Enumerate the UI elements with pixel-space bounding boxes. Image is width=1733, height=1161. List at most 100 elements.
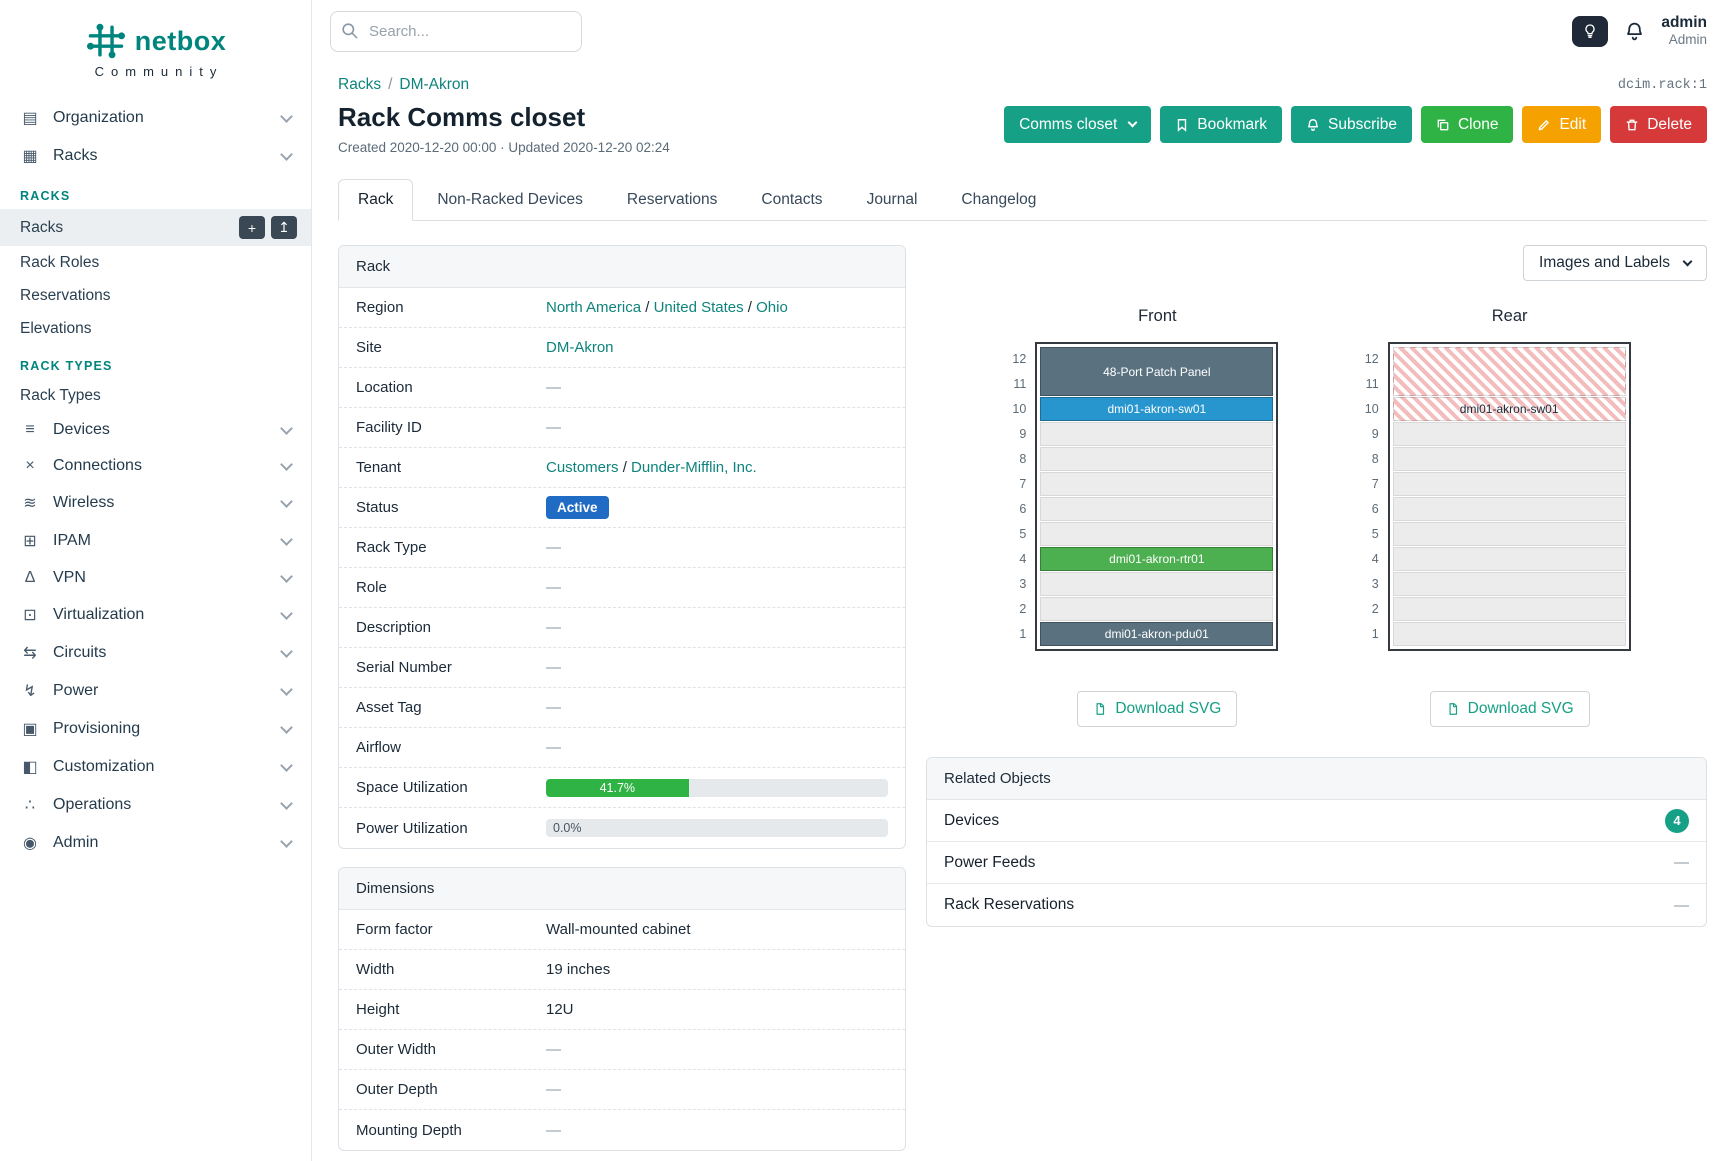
sidebar-item-reservations[interactable]: Reservations xyxy=(0,279,311,312)
sidebar-subitem-label: Racks xyxy=(20,218,64,236)
sidebar-item-connections[interactable]: × Connections xyxy=(0,448,311,484)
dark-mode-toggle[interactable] xyxy=(1572,15,1609,47)
rack-device[interactable]: dmi01-akron-sw01 xyxy=(1392,397,1626,421)
sidebar-item-rack-types[interactable]: Rack Types xyxy=(0,379,311,412)
sidebar-item-virtualization[interactable]: ⊡ Virtualization xyxy=(0,596,311,634)
sidebar-item-elevations[interactable]: Elevations xyxy=(0,312,311,345)
context-dropdown-button[interactable]: Comms closet xyxy=(1004,106,1152,143)
wireless-icon: ≋ xyxy=(23,495,37,512)
unit-number: 2 xyxy=(1019,602,1027,616)
field-label: Space Utilization xyxy=(356,779,468,796)
bookmark-button[interactable]: Bookmark xyxy=(1160,106,1283,143)
admin-icon: ◉ xyxy=(23,835,37,852)
sidebar-item-organization[interactable]: ▤ Organization xyxy=(0,99,311,137)
tab-contacts[interactable]: Contacts xyxy=(761,191,823,208)
breadcrumb-dm-akron[interactable]: DM-Akron xyxy=(399,76,470,93)
field-value: 12U xyxy=(546,1001,574,1018)
file-icon xyxy=(1096,703,1105,715)
tab-changelog[interactable]: Changelog xyxy=(961,191,1037,208)
related-object-row[interactable]: Devices 4 xyxy=(927,800,1706,842)
topbar-right: admin Admin xyxy=(1572,13,1707,49)
download-svg-button[interactable]: Download SVG xyxy=(1429,691,1590,727)
related-object-row[interactable]: Power Feeds — xyxy=(927,842,1706,884)
delete-button[interactable]: Delete xyxy=(1610,106,1707,143)
link-ohio[interactable]: Ohio xyxy=(756,299,788,316)
field-label: Site xyxy=(356,339,382,356)
organization-icon: ▤ xyxy=(22,110,38,127)
table-row: Serial Number — xyxy=(339,648,905,688)
breadcrumb-separator: / xyxy=(388,76,393,93)
rack-device[interactable]: dmi01-akron-pdu01 xyxy=(1040,622,1274,646)
sidebar-item-vpn[interactable]: ∆ VPN xyxy=(0,560,311,596)
sidebar-item-devices[interactable]: ≡ Devices xyxy=(0,412,311,448)
sidebar-item-circuits[interactable]: ⇆ Circuits xyxy=(0,634,311,672)
rack-device[interactable]: dmi01-akron-rtr01 xyxy=(1040,547,1274,571)
chevron-down-icon xyxy=(280,569,293,583)
download-svg-button[interactable]: Download SVG xyxy=(1077,691,1238,727)
clone-button[interactable]: Clone xyxy=(1420,106,1514,143)
search-input[interactable] xyxy=(330,10,582,52)
link-north-america[interactable]: North America xyxy=(546,299,642,316)
field-value: — xyxy=(546,659,561,676)
sidebar-item-operations[interactable]: ∴ Operations xyxy=(0,786,311,824)
sidebar-item-power[interactable]: ↯ Power xyxy=(0,672,311,710)
field-label: Form factor xyxy=(356,921,433,938)
rack-device[interactable]: 48-Port Patch Panel xyxy=(1040,347,1274,396)
table-row: Description — xyxy=(339,608,905,648)
customization-icon: ◧ xyxy=(22,759,38,776)
edit-button[interactable]: Edit xyxy=(1522,106,1602,143)
context-dropdown-label: Comms closet xyxy=(1019,115,1118,133)
netbox-logo[interactable]: netbox xyxy=(0,8,311,62)
sidebar-item-racks[interactable]: ▦ Racks xyxy=(0,137,311,175)
link-dm-akron[interactable]: DM-Akron xyxy=(546,339,614,356)
tab-journal[interactable]: Journal xyxy=(866,191,918,208)
chevron-down-icon xyxy=(280,532,293,546)
breadcrumb-racks[interactable]: Racks xyxy=(338,76,382,93)
breadcrumb-row: Racks / DM-Akron dcim.rack:1 xyxy=(338,76,1707,94)
add-button[interactable]: + xyxy=(239,216,265,239)
related-object-row[interactable]: Rack Reservations — xyxy=(927,884,1706,926)
page-content: Racks / DM-Akron dcim.rack:1 Rack Comms cl… xyxy=(312,62,1733,1161)
field-label: Width xyxy=(356,961,395,978)
related-objects-panel: Related Objects Devices 4 Power Feeds — Rack… xyxy=(926,757,1707,927)
sidebar: netbox Community ▤ Organization ▦ Racks RACK… xyxy=(0,0,312,1161)
notifications-button[interactable] xyxy=(1624,21,1645,42)
field-value: — xyxy=(546,539,561,556)
sidebar-item-racks[interactable]: Racks + ↥ xyxy=(0,209,311,246)
tab-reservations[interactable]: Reservations xyxy=(626,191,718,208)
table-row: Rack Type — xyxy=(339,528,905,568)
chevron-down-icon xyxy=(280,147,293,161)
sidebar-item-ipam[interactable]: ⊞ IPAM xyxy=(0,522,311,560)
sidebar-item-wireless[interactable]: ≋ Wireless xyxy=(0,484,311,522)
sidebar-subitem-label: Rack Roles xyxy=(20,253,100,271)
sidebar-item-rack-roles[interactable]: Rack Roles xyxy=(0,246,311,279)
unit-number: 6 xyxy=(1019,502,1027,516)
import-button[interactable]: ↥ xyxy=(271,216,297,239)
field-value: 41.7% xyxy=(546,778,888,797)
link-united-states[interactable]: United States xyxy=(653,299,744,316)
title-block: Rack Comms closet Created 2020-12-20 00:… xyxy=(338,102,670,155)
table-row: Form factor Wall-mounted cabinet xyxy=(339,910,905,950)
table-row: Outer Depth — xyxy=(339,1070,905,1110)
field-label: Rack Type xyxy=(356,539,427,556)
sidebar-item-provisioning[interactable]: ▣ Provisioning xyxy=(0,710,311,748)
unit-number: 3 xyxy=(1371,577,1379,591)
images-and-labels-select[interactable]: Images and Labels xyxy=(1523,245,1707,281)
user-menu[interactable]: admin Admin xyxy=(1661,13,1707,49)
tab-non-racked-devices[interactable]: Non-Racked Devices xyxy=(437,191,583,208)
elevation-rear: Rear 12 11 10 9 8 7 6 5 4 3 2 1 dmi01-akron-sw01 Downl… xyxy=(1355,307,1631,727)
link-dunder-mifflin-inc[interactable]: Dunder-Mifflin, Inc. xyxy=(631,459,757,476)
table-row: Height 12U xyxy=(339,990,905,1030)
download-svg-label: Download SVG xyxy=(1467,700,1574,717)
subscribe-button[interactable]: Subscribe xyxy=(1291,106,1412,143)
rack-slot-empty xyxy=(1040,597,1274,621)
link-customers[interactable]: Customers xyxy=(546,459,619,476)
sidebar-item-admin[interactable]: ◉ Admin xyxy=(0,824,311,862)
sidebar-item-label: Provisioning xyxy=(53,720,141,737)
tab-rack[interactable]: Rack xyxy=(338,179,414,221)
count-badge: 4 xyxy=(1665,808,1689,833)
copy-icon xyxy=(1437,119,1449,130)
sidebar-item-customization[interactable]: ◧ Customization xyxy=(0,748,311,786)
rack-device[interactable]: dmi01-akron-sw01 xyxy=(1040,397,1274,421)
unit-number: 10 xyxy=(1364,402,1379,416)
